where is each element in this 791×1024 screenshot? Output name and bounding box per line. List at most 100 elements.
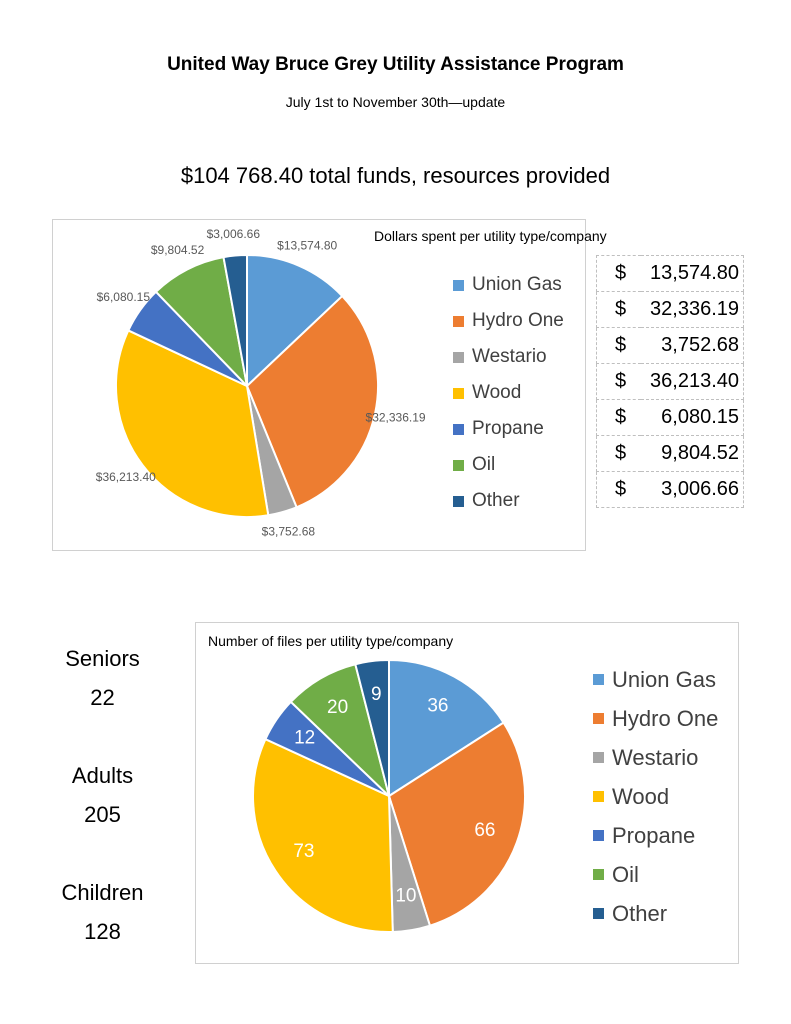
dollars-legend-item-union-gas: Union Gas (453, 267, 564, 303)
dollars-slice-union-gas (246, 253, 344, 389)
dollars-legend: Union Gas Hydro One Westario Wood Propane Oil… (453, 267, 564, 519)
amount-currency: $ (596, 435, 641, 472)
files-legend-label: Westario (612, 744, 699, 770)
files-slice-hydro-one (387, 721, 526, 927)
adults-count: 205 (84, 802, 121, 827)
dollars-legend-label: Union Gas (472, 274, 562, 295)
amount-value: 13,574.80 (641, 255, 744, 292)
files-legend-label: Hydro One (612, 705, 719, 731)
files-legend-label: Other (612, 900, 668, 926)
dollars-legend-swatch (453, 423, 464, 435)
amount-value: 9,804.52 (641, 435, 744, 472)
amount-currency: $ (596, 291, 641, 328)
dollars-label-hydro-one: $32,336.19 (366, 410, 426, 424)
files-legend-swatch (593, 674, 604, 685)
files-pie-chart: 36 66 10 73 12 20 9 (252, 658, 526, 933)
files-legend-swatch (593, 830, 604, 841)
dollars-slice-wood (115, 329, 270, 518)
seniors-stat: Seniors 22 (40, 639, 165, 717)
amount-value: 6,080.15 (641, 399, 744, 436)
files-label-westario: 10 (395, 886, 416, 907)
files-legend-label: Oil (612, 861, 639, 887)
files-legend-item-westario: Westario (593, 738, 718, 777)
dollars-legend-label: Propane (472, 418, 544, 439)
adults-stat: Adults 205 (40, 756, 165, 834)
amount-currency: $ (596, 327, 641, 364)
adults-label: Adults (71, 763, 134, 788)
dollars-legend-item-propane: Propane (453, 411, 564, 447)
page-title: United Way Bruce Grey Utility Assistance… (167, 54, 624, 75)
dollars-slice-oil (154, 255, 249, 390)
files-legend-label: Union Gas (612, 666, 716, 692)
files-legend-swatch (593, 869, 604, 880)
dollars-legend-label: Oil (472, 454, 496, 475)
dollars-label-other: $3,006.66 (207, 227, 261, 241)
dollars-legend-item-oil: Oil (453, 447, 564, 483)
dollars-legend-label: Wood (472, 382, 522, 403)
seniors-label: Seniors (65, 646, 140, 671)
files-label-propane: 12 (294, 728, 315, 749)
amount-currency: $ (596, 471, 641, 508)
dollars-legend-label: Westario (472, 346, 547, 367)
files-label-other: 9 (371, 684, 382, 705)
files-chart-panel: Number of files per utility type/company… (195, 622, 739, 964)
files-legend-label: Propane (612, 822, 696, 848)
amount-row-wood: $36,213.40 (596, 363, 744, 400)
amount-currency: $ (596, 399, 641, 436)
files-slice-union-gas (388, 658, 505, 798)
amount-value: 3,752.68 (641, 327, 744, 364)
files-label-wood: 73 (293, 841, 314, 862)
children-label: Children (61, 880, 144, 905)
dollars-legend-item-hydro-one: Hydro One (453, 303, 564, 339)
amount-row-hydro-one: $32,336.19 (596, 291, 744, 328)
amount-row-union-gas: $13,574.80 (596, 255, 744, 292)
dollars-legend-swatch (453, 351, 464, 363)
dollars-label-wood: $36,213.40 (96, 470, 156, 484)
files-label-union-gas: 36 (427, 696, 448, 717)
dollars-legend-swatch (453, 387, 464, 399)
dollars-legend-swatch (453, 495, 464, 507)
dollars-label-oil: $9,804.52 (151, 243, 205, 257)
dollars-label-union-gas: $13,574.80 (277, 239, 337, 253)
amount-currency: $ (596, 255, 641, 292)
dollars-legend-item-wood: Wood (453, 375, 564, 411)
amount-value: 3,006.66 (641, 471, 744, 508)
files-slice-other (354, 658, 390, 797)
dollars-legend-label: Hydro One (472, 310, 564, 331)
dollars-legend-item-westario: Westario (453, 339, 564, 375)
dollars-pie-chart: $13,574.80 $32,336.19 $3,752.68 $36,213.40 $… (96, 227, 426, 539)
files-legend-swatch (593, 713, 604, 724)
dollars-chart-panel: Dollars spent per utility type/company $… (52, 219, 607, 551)
amount-value: 32,336.19 (641, 291, 744, 328)
dollars-legend-swatch (453, 315, 464, 327)
children-stat: Children 128 (40, 873, 165, 951)
amount-row-oil: $9,804.52 (596, 435, 744, 472)
seniors-count: 22 (90, 685, 115, 710)
files-slice-wood (252, 737, 394, 933)
dollars-chart-title: Dollars spent per utility type/company (374, 228, 607, 244)
amount-row-propane: $6,080.15 (596, 399, 744, 436)
files-legend-item-wood: Wood (593, 777, 718, 816)
files-label-hydro-one: 66 (474, 820, 495, 841)
dollars-legend-swatch (453, 279, 464, 291)
amount-currency: $ (596, 363, 641, 400)
files-legend-item-union-gas: Union Gas (593, 660, 718, 699)
amount-row-other: $3,006.66 (596, 471, 744, 508)
dollars-label-propane: $6,080.15 (97, 290, 151, 304)
children-count: 128 (84, 919, 121, 944)
amount-value: 36,213.40 (641, 363, 744, 400)
dollars-legend-item-other: Other (453, 483, 564, 519)
files-legend-label: Wood (612, 783, 670, 809)
files-legend-item-hydro-one: Hydro One (593, 699, 718, 738)
files-legend-item-other: Other (593, 894, 718, 933)
files-chart-title: Number of files per utility type/company (208, 633, 454, 649)
dollars-slice-other (222, 253, 248, 387)
files-legend-item-oil: Oil (593, 855, 718, 894)
files-legend-item-propane: Propane (593, 816, 718, 855)
dollars-legend-label: Other (472, 490, 520, 511)
amounts-table: $13,574.80 $32,336.19 $3,752.68 $36,213.40 $… (596, 255, 744, 508)
dollars-slice-hydro-one (245, 294, 379, 509)
page-subtitle: July 1st to November 30th—update (285, 94, 506, 110)
files-legend: Union Gas Hydro One Westario Wood Propane Oil… (593, 660, 718, 933)
files-legend-swatch (593, 791, 604, 802)
